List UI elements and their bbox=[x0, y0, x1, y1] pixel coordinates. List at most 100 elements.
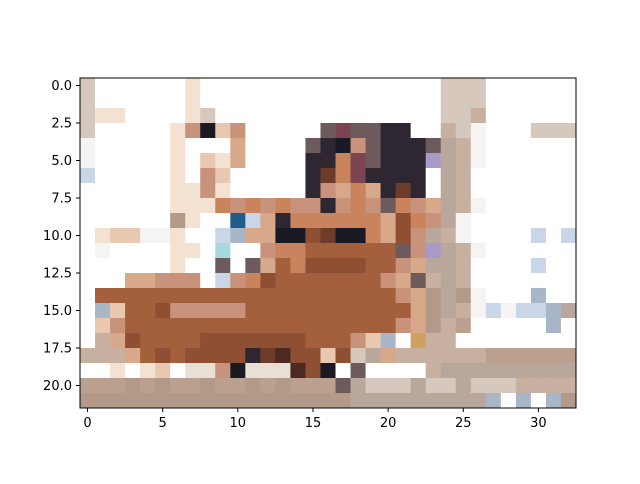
heatmap-cell bbox=[440, 213, 457, 229]
heatmap-cell bbox=[80, 243, 96, 259]
heatmap-cell bbox=[545, 108, 562, 124]
heatmap-cell bbox=[395, 93, 412, 109]
heatmap-cell bbox=[395, 318, 412, 334]
heatmap-cell bbox=[95, 393, 111, 409]
heatmap-cell bbox=[515, 213, 532, 229]
heatmap-cell bbox=[140, 168, 156, 184]
heatmap-cell bbox=[305, 213, 321, 229]
heatmap-cell bbox=[95, 378, 111, 394]
heatmap-cell bbox=[170, 318, 186, 334]
heatmap-cell bbox=[335, 228, 351, 244]
heatmap-cell bbox=[365, 243, 382, 259]
heatmap-cell bbox=[95, 153, 111, 169]
heatmap-cell bbox=[95, 213, 111, 229]
heatmap-cell bbox=[335, 348, 351, 364]
heatmap-cell bbox=[380, 348, 397, 364]
x-tick-label: 20 bbox=[380, 416, 397, 431]
heatmap-cell bbox=[335, 123, 351, 139]
heatmap-cell bbox=[305, 168, 321, 184]
heatmap-cell bbox=[290, 108, 306, 124]
y-axis: 0.0 2.5 5.0 7.5 10.0 12.5 15.0 17.5 20.0 bbox=[43, 79, 80, 394]
heatmap-cell bbox=[335, 243, 351, 259]
heatmap-cell bbox=[140, 378, 156, 394]
heatmap-cell bbox=[320, 168, 336, 184]
y-tick-label: 2.5 bbox=[51, 117, 72, 132]
heatmap-cell bbox=[560, 78, 577, 94]
heatmap-cell bbox=[350, 393, 366, 409]
heatmap-cell bbox=[275, 153, 291, 169]
heatmap-cell bbox=[395, 393, 412, 409]
heatmap-cell bbox=[350, 303, 366, 319]
heatmap-cell bbox=[470, 348, 487, 364]
heatmap-cell bbox=[455, 288, 472, 304]
heatmap-cell bbox=[410, 123, 427, 139]
heatmap-cell bbox=[305, 393, 321, 409]
heatmap-cell bbox=[260, 78, 276, 94]
heatmap-cell bbox=[380, 198, 397, 214]
heatmap-cell bbox=[560, 108, 577, 124]
heatmap-cell bbox=[560, 363, 577, 379]
heatmap-cell bbox=[530, 348, 547, 364]
heatmap-cell bbox=[155, 363, 171, 379]
heatmap-cell bbox=[125, 393, 141, 409]
heatmap-cell bbox=[350, 273, 366, 289]
heatmap-cell bbox=[230, 228, 246, 244]
heatmap-cell bbox=[170, 198, 186, 214]
heatmap-cell bbox=[500, 93, 517, 109]
heatmap-cell bbox=[350, 78, 366, 94]
heatmap-cell bbox=[185, 123, 201, 139]
heatmap-cell bbox=[125, 258, 141, 274]
heatmap-cell bbox=[470, 378, 487, 394]
heatmap-cell bbox=[500, 168, 517, 184]
heatmap-cell bbox=[365, 93, 382, 109]
heatmap-cell bbox=[245, 363, 261, 379]
heatmap-cell bbox=[530, 228, 547, 244]
heatmap-cell bbox=[290, 123, 306, 139]
heatmap-cell bbox=[350, 93, 366, 109]
heatmap-cell bbox=[185, 198, 201, 214]
heatmap-cell bbox=[290, 138, 306, 154]
heatmap-cell bbox=[530, 153, 547, 169]
heatmap-cell bbox=[560, 243, 577, 259]
heatmap-cell bbox=[155, 93, 171, 109]
heatmap-cell bbox=[515, 93, 532, 109]
heatmap-cell bbox=[530, 168, 547, 184]
heatmap-cell bbox=[320, 273, 336, 289]
heatmap-cell bbox=[410, 168, 427, 184]
heatmap-cell bbox=[470, 243, 487, 259]
heatmap-cell bbox=[515, 123, 532, 139]
heatmap-cell bbox=[560, 198, 577, 214]
heatmap-cell bbox=[530, 378, 547, 394]
heatmap-cell bbox=[200, 198, 216, 214]
heatmap-cell bbox=[185, 273, 201, 289]
heatmap-cell bbox=[485, 213, 502, 229]
heatmap-cell bbox=[200, 213, 216, 229]
heatmap-cell bbox=[515, 183, 532, 199]
heatmap-cell bbox=[155, 78, 171, 94]
heatmap-cell bbox=[500, 153, 517, 169]
heatmap-cell bbox=[530, 303, 547, 319]
heatmap-cell bbox=[95, 348, 111, 364]
heatmap-cell bbox=[335, 153, 351, 169]
heatmap-cell bbox=[545, 153, 562, 169]
heatmap-cell bbox=[425, 78, 442, 94]
heatmap-cell bbox=[410, 318, 427, 334]
heatmap-cell bbox=[425, 213, 442, 229]
heatmap-cell bbox=[545, 258, 562, 274]
heatmap-cell bbox=[230, 138, 246, 154]
heatmap-cell bbox=[80, 198, 96, 214]
heatmap-cell bbox=[155, 123, 171, 139]
heatmap-cell bbox=[350, 318, 366, 334]
heatmap-cell bbox=[275, 363, 291, 379]
heatmap-cell bbox=[350, 153, 366, 169]
heatmap-cell bbox=[425, 123, 442, 139]
heatmap-cell bbox=[230, 258, 246, 274]
heatmap-cell bbox=[290, 168, 306, 184]
heatmap-cell bbox=[380, 183, 397, 199]
heatmap-cell bbox=[200, 123, 216, 139]
heatmap-cell bbox=[125, 153, 141, 169]
heatmap-cell bbox=[305, 318, 321, 334]
heatmap-cell bbox=[320, 303, 336, 319]
heatmap-cell bbox=[125, 198, 141, 214]
heatmap-cell bbox=[215, 393, 231, 409]
